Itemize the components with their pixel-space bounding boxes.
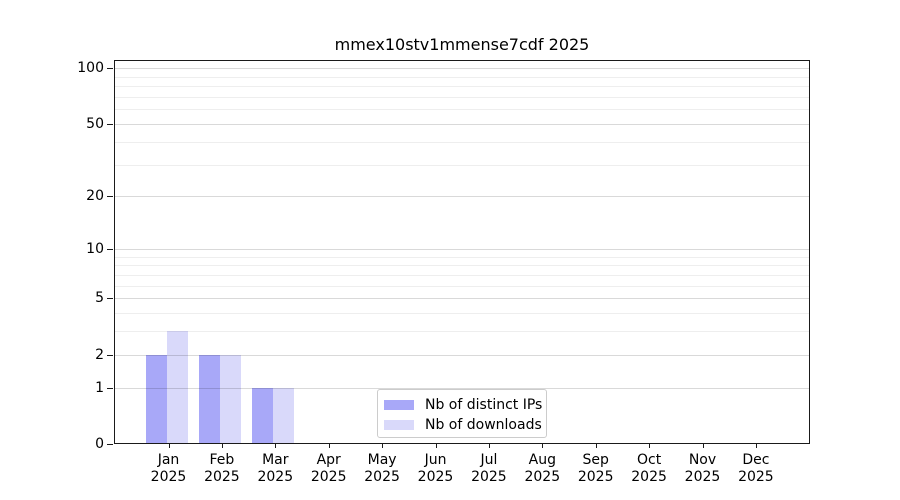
y-tick-label: 1 xyxy=(95,379,104,396)
gridline-major xyxy=(115,248,809,250)
x-tick-label-line: 2025 xyxy=(524,468,561,485)
x-tick-label-line: 2025 xyxy=(738,468,774,485)
y-tick-label: 100 xyxy=(77,60,104,77)
x-tick-label-line: Jul xyxy=(480,452,498,468)
x-tick-label-line: 2025 xyxy=(310,468,347,485)
x-tick-label: Feb 2025 xyxy=(190,452,254,485)
y-tick xyxy=(107,68,113,70)
x-tick-label: Jan 2025 xyxy=(137,452,201,485)
chart-title: mmex10stv1mmense7cdf 2025 xyxy=(334,35,590,54)
x-tick-label-line: May xyxy=(367,452,397,468)
gridline-minor xyxy=(115,331,809,333)
gridline-major xyxy=(115,124,809,125)
x-tick-label: Aug 2025 xyxy=(510,452,574,485)
x-tick-label-line: Feb xyxy=(209,452,235,468)
gridline-minor xyxy=(115,97,809,99)
x-tick xyxy=(168,444,170,448)
x-tick-label: Jun 2025 xyxy=(404,452,468,485)
x-tick xyxy=(435,444,437,448)
x-tick xyxy=(488,444,490,448)
gridline-minor xyxy=(115,256,809,258)
gridline-minor xyxy=(115,141,809,143)
x-tick-label-line: Apr xyxy=(316,452,341,468)
gridline-minor xyxy=(115,313,809,314)
x-tick-label-line: 2025 xyxy=(684,468,721,485)
x-tick-label-line: 2025 xyxy=(417,468,454,485)
x-tick-label: Dec 2025 xyxy=(724,452,788,485)
x-tick-label-line: Nov xyxy=(688,452,717,468)
legend-row-nb-of-distinct-ips: Nb of distinct IPs xyxy=(384,395,546,415)
y-tick xyxy=(107,124,113,125)
y-tick xyxy=(107,387,113,389)
gridline-major xyxy=(115,387,809,389)
x-tick xyxy=(542,444,544,448)
gridline-minor xyxy=(115,274,809,276)
y-tick xyxy=(107,196,113,198)
y-tick xyxy=(107,354,113,356)
legend-label-nb-of-downloads: Nb of downloads xyxy=(425,417,542,433)
x-tick-label-line: 2025 xyxy=(257,468,294,485)
legend-swatch-nb-of-distinct-ips xyxy=(384,400,414,410)
legend-label-nb-of-distinct-ips: Nb of distinct IPs xyxy=(425,397,543,413)
x-tick-label: Oct 2025 xyxy=(617,452,681,485)
x-tick-label: May 2025 xyxy=(350,452,414,485)
y-tick-label: 50 xyxy=(86,116,104,132)
gridline-major xyxy=(115,354,809,356)
x-tick xyxy=(382,444,384,448)
bar-nb-of-distinct-ips xyxy=(198,354,220,443)
x-tick-label-line: 2025 xyxy=(471,468,507,485)
bar-nb-of-downloads xyxy=(219,354,241,443)
gridline-minor xyxy=(115,164,809,166)
gridline-minor xyxy=(115,109,809,111)
y-tick-label: 20 xyxy=(86,188,104,205)
x-tick-label-line: 2025 xyxy=(631,468,667,485)
legend-swatch-nb-of-downloads xyxy=(384,420,414,430)
x-tick xyxy=(221,444,223,448)
x-tick xyxy=(328,444,330,448)
x-tick xyxy=(702,444,704,448)
legend-row-nb-of-downloads: Nb of downloads xyxy=(384,415,546,435)
x-tick-label-line: Sep xyxy=(582,452,609,468)
x-tick-label-line: 2025 xyxy=(577,468,614,485)
gridline-major xyxy=(115,68,809,70)
bar-nb-of-distinct-ips xyxy=(145,354,167,443)
x-tick-label: Apr 2025 xyxy=(297,452,361,485)
x-tick-label: Nov 2025 xyxy=(671,452,735,485)
gridline-minor xyxy=(115,285,809,287)
gridline-minor xyxy=(115,76,809,78)
x-tick-label-line: Jan xyxy=(157,452,180,468)
x-tick-label-line: Oct xyxy=(636,452,662,468)
y-tick-label: 2 xyxy=(95,346,104,363)
x-tick-label-line: Mar xyxy=(262,452,289,468)
x-tick-label-line: 2025 xyxy=(364,468,400,485)
legend: Nb of distinct IPs Nb of downloads xyxy=(377,389,547,438)
y-tick-label: 0 xyxy=(95,436,104,452)
x-tick-label-line: 2025 xyxy=(150,468,187,485)
x-tick-label: Jul 2025 xyxy=(457,452,521,485)
bar-nb-of-downloads xyxy=(166,331,188,443)
y-tick-label: 5 xyxy=(95,290,104,307)
x-tick-label: Sep 2025 xyxy=(564,452,628,485)
y-tick xyxy=(107,444,113,445)
gridline-minor xyxy=(115,86,809,88)
plot-area xyxy=(114,60,810,444)
bar-nb-of-distinct-ips xyxy=(252,387,274,443)
y-tick xyxy=(107,298,113,300)
x-tick-label-line: 2025 xyxy=(204,468,240,485)
x-tick-label-line: Jun xyxy=(424,452,447,468)
bar-nb-of-downloads xyxy=(273,387,295,443)
x-tick-label: Mar 2025 xyxy=(243,452,307,485)
gridline-major xyxy=(115,298,809,300)
gridline-major xyxy=(115,196,809,198)
x-tick-label-line: Dec xyxy=(742,452,770,468)
y-tick-label: 10 xyxy=(86,240,104,257)
x-tick-label-line: Aug xyxy=(528,452,556,468)
y-tick xyxy=(107,248,113,250)
gridline-minor xyxy=(115,265,809,267)
x-tick xyxy=(275,444,277,448)
x-tick xyxy=(649,444,651,448)
x-tick xyxy=(595,444,597,448)
x-tick xyxy=(755,444,757,448)
